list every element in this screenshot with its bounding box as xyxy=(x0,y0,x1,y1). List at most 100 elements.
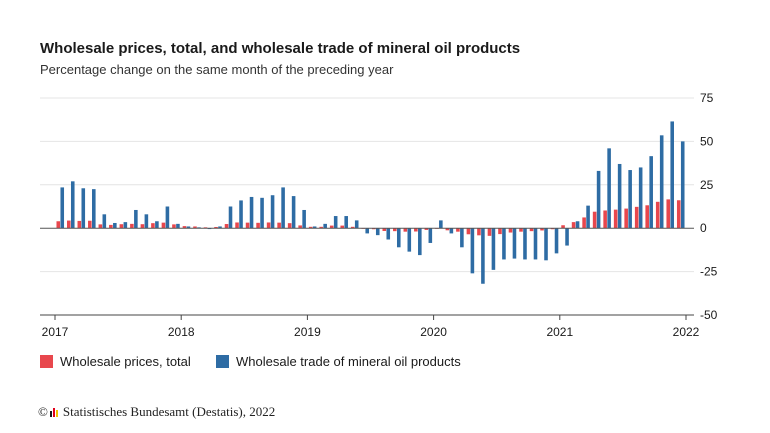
bar-wholesale-prices xyxy=(582,217,586,229)
bar-mineral-oil xyxy=(176,223,180,229)
bar-wholesale-prices xyxy=(224,224,229,229)
bar-mineral-oil xyxy=(512,228,517,259)
bar-wholesale-prices xyxy=(382,228,387,231)
bar-mineral-oil xyxy=(375,228,380,236)
bar-mineral-oil xyxy=(449,228,454,234)
logo-bar xyxy=(52,408,55,417)
bar-wholesale-prices xyxy=(561,225,565,229)
bar-wholesale-prices xyxy=(414,228,418,232)
bar-mineral-oil xyxy=(481,228,485,284)
bar-mineral-oil xyxy=(281,187,285,229)
bar-wholesale-prices xyxy=(466,228,471,235)
bar-mineral-oil xyxy=(523,228,527,260)
bar-mineral-oil xyxy=(60,187,65,229)
bar-mineral-oil xyxy=(649,156,653,229)
destatis-logo-icon xyxy=(49,407,59,417)
bar-mineral-oil xyxy=(155,221,159,229)
bar-mineral-oil xyxy=(249,196,254,229)
bar-mineral-oil xyxy=(291,196,296,229)
bar-mineral-oil xyxy=(354,220,359,229)
bar-mineral-oil xyxy=(596,170,601,229)
bar-mineral-oil xyxy=(365,228,370,234)
bar-wholesale-prices xyxy=(266,222,271,229)
y-tick-label: 50 xyxy=(700,134,714,148)
bar-mineral-oil xyxy=(554,228,559,254)
bar-wholesale-prices xyxy=(540,228,544,231)
legend-swatch-wholesale-prices xyxy=(40,355,53,368)
bar-wholesale-prices xyxy=(77,220,82,229)
bar-wholesale-prices xyxy=(529,228,534,232)
legend-swatch-mineral-oil xyxy=(216,355,229,368)
x-tick-label: 2020 xyxy=(420,325,447,339)
bar-wholesale-prices xyxy=(256,222,260,229)
bar-wholesale-prices xyxy=(634,206,639,229)
chart-title: Wholesale prices, total, and wholesale t… xyxy=(40,40,521,57)
bar-mineral-oil xyxy=(333,216,338,229)
bar-mineral-oil xyxy=(418,228,422,256)
bar-mineral-oil xyxy=(396,228,401,248)
logo-bar xyxy=(49,411,52,417)
bar-wholesale-prices xyxy=(287,223,292,229)
y-tick-label: 0 xyxy=(700,221,707,235)
bar-mineral-oil xyxy=(134,209,138,229)
bar-mineral-oil xyxy=(565,228,569,246)
bar-mineral-oil xyxy=(502,228,506,260)
bar-wholesale-prices xyxy=(676,200,681,229)
bar-mineral-oil xyxy=(470,228,475,274)
bar-wholesale-prices xyxy=(140,224,145,229)
bar-mineral-oil xyxy=(544,228,548,261)
bar-wholesale-prices xyxy=(350,226,355,229)
bar-wholesale-prices xyxy=(645,205,649,229)
bar-wholesale-prices xyxy=(172,224,176,229)
bar-wholesale-prices xyxy=(308,226,313,229)
bar-wholesale-prices xyxy=(445,228,450,231)
y-tick-label: -25 xyxy=(700,265,718,279)
bar-mineral-oil xyxy=(165,206,170,229)
bar-mineral-oil xyxy=(186,226,191,229)
bar-wholesale-prices xyxy=(298,225,302,229)
legend-label-mineral-oil: Wholesale trade of mineral oil products xyxy=(236,354,461,369)
bar-mineral-oil xyxy=(218,226,222,229)
bar-mineral-oil xyxy=(312,226,317,229)
bar-wholesale-prices xyxy=(193,226,197,229)
bar-mineral-oil xyxy=(491,228,496,270)
x-tick-label: 2018 xyxy=(168,325,195,339)
bar-mineral-oil xyxy=(575,221,580,229)
bar-mineral-oil xyxy=(92,189,96,229)
bar-mineral-oil xyxy=(460,228,464,248)
bar-mineral-oil xyxy=(386,228,391,240)
bar-wholesale-prices xyxy=(109,224,113,229)
bar-wholesale-prices xyxy=(66,220,71,229)
bar-wholesale-prices xyxy=(456,228,460,232)
bar-wholesale-prices xyxy=(624,208,628,229)
bar-wholesale-prices xyxy=(424,228,429,230)
bar-wholesale-prices xyxy=(393,228,397,232)
bar-wholesale-prices xyxy=(603,210,607,229)
bar-wholesale-prices xyxy=(508,228,513,233)
bar-mineral-oil xyxy=(638,167,643,229)
logo-bar xyxy=(55,410,58,417)
bar-wholesale-prices xyxy=(214,226,218,229)
bar-mineral-oil xyxy=(144,214,149,229)
bar-wholesale-prices xyxy=(245,222,250,229)
bar-mineral-oil xyxy=(407,228,412,252)
bar-mineral-oil xyxy=(344,216,348,229)
bar-wholesale-prices xyxy=(130,223,134,229)
source-text: Statistisches Bundesamt (Destatis), 2022 xyxy=(62,404,276,419)
bar-mineral-oil xyxy=(533,228,538,260)
bar-mineral-oil xyxy=(302,209,306,229)
bar-wholesale-prices xyxy=(119,224,124,229)
bar-mineral-oil xyxy=(439,220,443,229)
bar-wholesale-prices xyxy=(56,221,61,229)
bar-mineral-oil xyxy=(123,222,128,229)
bar-mineral-oil xyxy=(239,200,243,229)
bar-wholesale-prices xyxy=(235,222,239,229)
bar-wholesale-prices xyxy=(319,226,323,229)
bar-mineral-oil xyxy=(323,223,327,229)
bar-mineral-oil xyxy=(113,222,117,229)
bar-wholesale-prices xyxy=(329,225,334,229)
bar-mineral-oil xyxy=(680,141,685,229)
y-tick-label: 25 xyxy=(700,178,714,192)
copyright-symbol: © xyxy=(38,404,48,419)
